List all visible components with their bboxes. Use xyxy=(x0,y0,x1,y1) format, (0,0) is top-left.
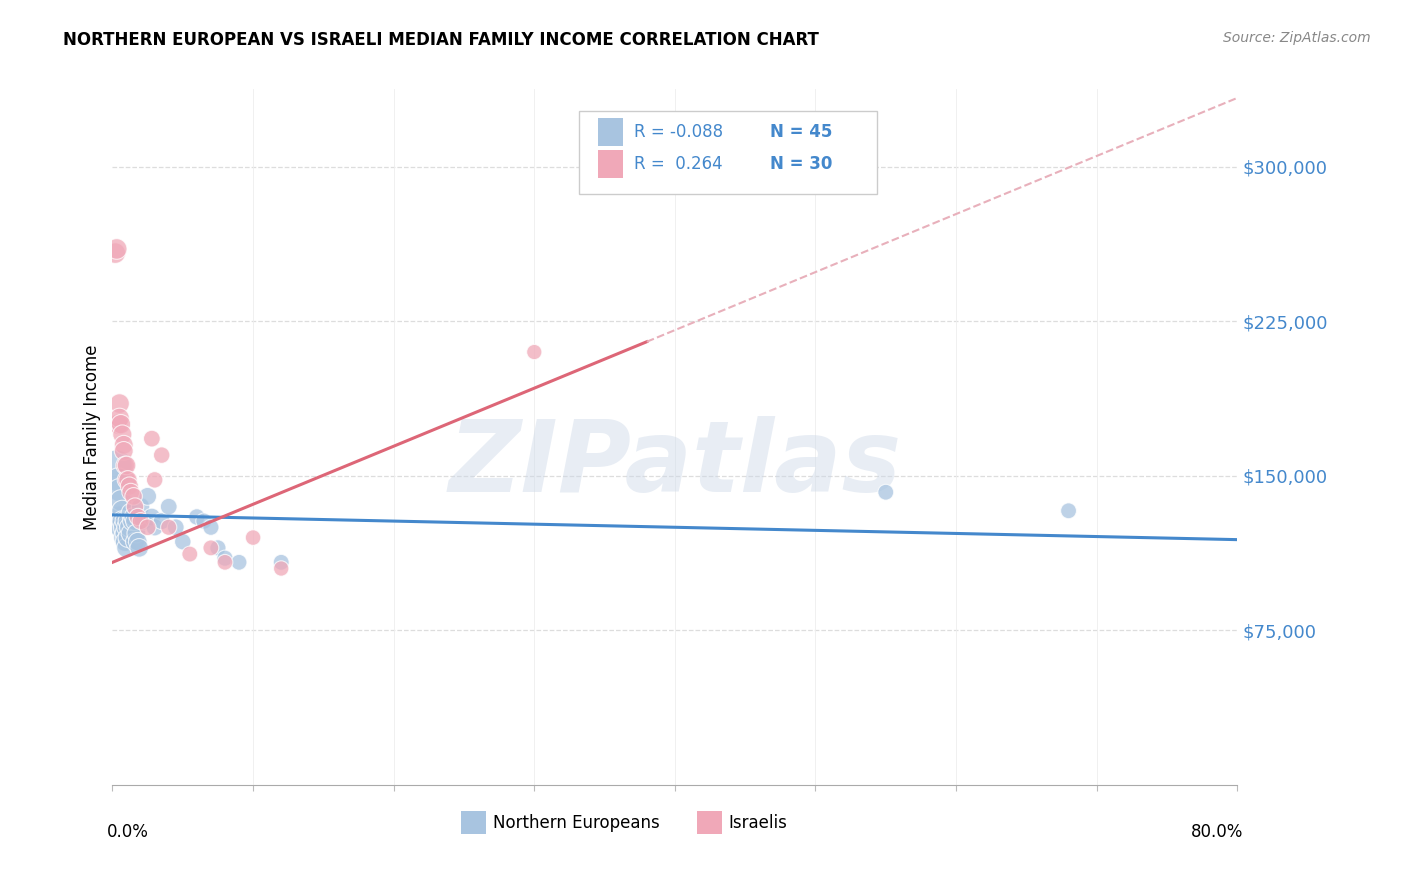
Text: NORTHERN EUROPEAN VS ISRAELI MEDIAN FAMILY INCOME CORRELATION CHART: NORTHERN EUROPEAN VS ISRAELI MEDIAN FAMI… xyxy=(63,31,820,49)
FancyBboxPatch shape xyxy=(697,812,723,834)
Point xyxy=(207,541,229,555)
Point xyxy=(111,504,134,518)
Text: R =  0.264: R = 0.264 xyxy=(634,154,723,173)
Point xyxy=(118,479,141,493)
Point xyxy=(117,514,139,528)
Point xyxy=(112,531,135,545)
Point xyxy=(875,485,897,500)
Point xyxy=(112,520,135,534)
Point xyxy=(120,526,142,541)
Point xyxy=(1057,504,1080,518)
Point xyxy=(114,458,136,473)
Text: Israelis: Israelis xyxy=(728,814,787,831)
FancyBboxPatch shape xyxy=(461,812,486,834)
Point xyxy=(120,485,142,500)
Point xyxy=(122,510,145,524)
Point xyxy=(125,526,148,541)
Point xyxy=(270,561,292,575)
Point xyxy=(115,458,138,473)
Point xyxy=(111,514,134,528)
Point xyxy=(141,432,163,446)
Point xyxy=(115,473,138,487)
Point xyxy=(124,514,146,528)
Point xyxy=(129,514,152,528)
Point xyxy=(228,555,250,569)
Point xyxy=(115,520,138,534)
Point xyxy=(127,510,149,524)
Point xyxy=(111,427,134,442)
Text: 80.0%: 80.0% xyxy=(1191,823,1243,841)
Point xyxy=(115,541,138,555)
Point xyxy=(157,500,180,514)
Point xyxy=(107,473,129,487)
Text: ZIPatlas: ZIPatlas xyxy=(449,417,901,514)
Text: R = -0.088: R = -0.088 xyxy=(634,123,724,141)
Point xyxy=(193,514,215,528)
Point xyxy=(110,417,132,432)
Point xyxy=(107,417,129,432)
Point xyxy=(143,520,166,534)
Point xyxy=(136,520,159,534)
Point xyxy=(114,514,136,528)
Point xyxy=(117,531,139,545)
Point xyxy=(117,473,139,487)
FancyBboxPatch shape xyxy=(599,119,623,146)
Point xyxy=(523,345,546,359)
Point xyxy=(179,547,201,561)
Point xyxy=(105,458,128,473)
Point xyxy=(143,473,166,487)
Text: Northern Europeans: Northern Europeans xyxy=(492,814,659,831)
Point xyxy=(150,514,173,528)
Point xyxy=(121,514,143,528)
Y-axis label: Median Family Income: Median Family Income xyxy=(83,344,101,530)
FancyBboxPatch shape xyxy=(599,150,623,178)
Point xyxy=(141,510,163,524)
Point xyxy=(242,531,264,545)
Text: N = 45: N = 45 xyxy=(770,123,832,141)
Point xyxy=(270,555,292,569)
Point xyxy=(118,520,141,534)
Point xyxy=(150,448,173,462)
Point xyxy=(120,506,142,520)
Point xyxy=(105,242,128,256)
Point xyxy=(124,534,146,549)
Text: 0.0%: 0.0% xyxy=(107,823,149,841)
Point xyxy=(186,510,208,524)
Point xyxy=(128,541,150,555)
Point xyxy=(114,526,136,541)
Point xyxy=(110,520,132,534)
Point xyxy=(122,489,145,503)
Point xyxy=(108,411,131,425)
Point xyxy=(157,520,180,534)
Point xyxy=(108,483,131,498)
Point xyxy=(112,438,135,452)
Text: Source: ZipAtlas.com: Source: ZipAtlas.com xyxy=(1223,31,1371,45)
Point xyxy=(214,555,236,569)
Point xyxy=(136,489,159,503)
Point xyxy=(112,444,135,458)
Text: N = 30: N = 30 xyxy=(770,154,832,173)
Point xyxy=(200,520,222,534)
Point xyxy=(127,534,149,549)
FancyBboxPatch shape xyxy=(579,112,877,194)
Point xyxy=(200,541,222,555)
Point xyxy=(124,500,146,514)
Point xyxy=(165,520,187,534)
Point xyxy=(132,514,155,528)
Point xyxy=(214,551,236,566)
Point xyxy=(108,396,131,410)
Point xyxy=(108,510,131,524)
Point xyxy=(114,534,136,549)
Point xyxy=(129,500,152,514)
Point xyxy=(110,493,132,508)
Point xyxy=(172,534,194,549)
Point xyxy=(104,246,127,260)
